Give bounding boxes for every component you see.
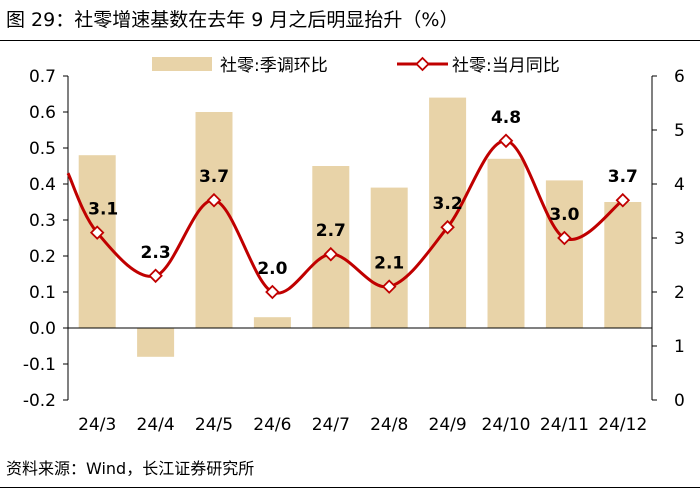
line-series <box>66 133 631 300</box>
line-marker-24/7 <box>323 246 339 262</box>
chart-title: 图 29：社零增速基数在去年 9 月之后明显抬升（%） <box>6 9 459 31</box>
bar-24/4 <box>137 328 175 357</box>
legend-bar-swatch <box>152 57 212 71</box>
line-marker-24/11 <box>557 230 572 246</box>
data-label-24/10: 4.8 <box>491 108 521 128</box>
line-marker-24/3 <box>89 225 105 240</box>
left-tick-label: 0.0 <box>29 319 56 339</box>
left-tick-label: 0.2 <box>29 247 56 267</box>
data-label-24/8: 2.1 <box>374 254 404 274</box>
x-tick-label: 24/10 <box>482 415 531 435</box>
x-tick-label: 24/11 <box>540 415 589 435</box>
left-tick-label: 0.5 <box>29 139 56 159</box>
data-label-24/7: 2.7 <box>316 221 346 241</box>
right-tick-label: 4 <box>674 175 685 195</box>
bar-24/11 <box>545 180 583 328</box>
right-tick-label: 3 <box>674 229 685 249</box>
line-marker-24/6 <box>265 284 280 300</box>
line-marker-24/12 <box>615 192 631 208</box>
data-label-24/3: 3.1 <box>88 200 118 220</box>
source-divider <box>0 487 700 488</box>
bar-24/3 <box>78 155 116 328</box>
legend: 社零:季调环比 社零:当月同比 <box>152 56 560 76</box>
right-tick-label: 6 <box>674 67 685 87</box>
data-label-24/11: 3.0 <box>549 205 579 225</box>
data-labels: 3.1 2.3 3.7 2.0 2.7 2.1 3.2 4.8 3.0 3.7 <box>88 108 638 279</box>
bar-24/5 <box>195 112 233 328</box>
left-tick-label: 0.3 <box>29 211 56 231</box>
right-tick-label: 5 <box>674 121 685 141</box>
legend-line-label: 社零:当月同比 <box>452 56 560 76</box>
source-note: 资料来源：Wind，长江证券研究所 <box>6 459 255 478</box>
x-tick-label: 24/6 <box>253 415 291 435</box>
bar-24/9 <box>429 97 467 328</box>
bar-24/12 <box>604 202 642 328</box>
data-label-24/9: 3.2 <box>433 194 463 214</box>
x-tick-label: 24/7 <box>312 415 350 435</box>
x-tick-label: 24/5 <box>195 415 233 435</box>
left-tick-label: -0.1 <box>23 355 56 375</box>
right-tick-label: 2 <box>674 283 685 303</box>
data-label-24/6: 2.0 <box>257 259 287 279</box>
bar-24/8 <box>370 187 408 328</box>
title-divider <box>0 40 700 41</box>
combo-chart: -0.2 -0.1 0.0 0.1 0.2 0.3 0.4 0.5 0.6 0.7 0 1 2 3 4 5 6 2… <box>23 56 685 435</box>
left-tick-label: 0.6 <box>29 103 56 123</box>
left-tick-label: 0.1 <box>29 283 56 303</box>
x-tick-label: 24/3 <box>78 415 116 435</box>
right-tick-label: 1 <box>674 337 685 357</box>
line-marker-24/10 <box>498 133 514 149</box>
left-tick-label: 0.7 <box>29 67 56 87</box>
data-label-24/12: 3.7 <box>608 167 638 187</box>
bar-24/6 <box>253 317 291 328</box>
bar-24/10 <box>487 158 525 328</box>
legend-marker-swatch <box>415 56 430 72</box>
right-tick-label: 0 <box>674 391 685 411</box>
line-marker-24/9 <box>440 219 455 235</box>
left-tick-label: -0.2 <box>23 391 56 411</box>
data-label-24/5: 3.7 <box>199 167 229 187</box>
line-marker-24/8 <box>381 279 397 294</box>
x-tick-label: 24/8 <box>370 415 408 435</box>
line-marker-24/4 <box>148 268 163 284</box>
data-label-24/4: 2.3 <box>141 243 171 263</box>
left-tick-label: 0.4 <box>29 175 56 195</box>
legend-bar-label: 社零:季调环比 <box>220 56 328 76</box>
line-marker-24/5 <box>206 192 222 208</box>
chart-axes: -0.2 -0.1 0.0 0.1 0.2 0.3 0.4 0.5 0.6 0.7 0 1 2 3 4 5 6 2… <box>23 67 685 435</box>
x-tick-label: 24/4 <box>137 415 175 435</box>
x-tick-label: 24/12 <box>598 415 647 435</box>
x-tick-label: 24/9 <box>429 415 467 435</box>
bar-series <box>78 97 642 357</box>
